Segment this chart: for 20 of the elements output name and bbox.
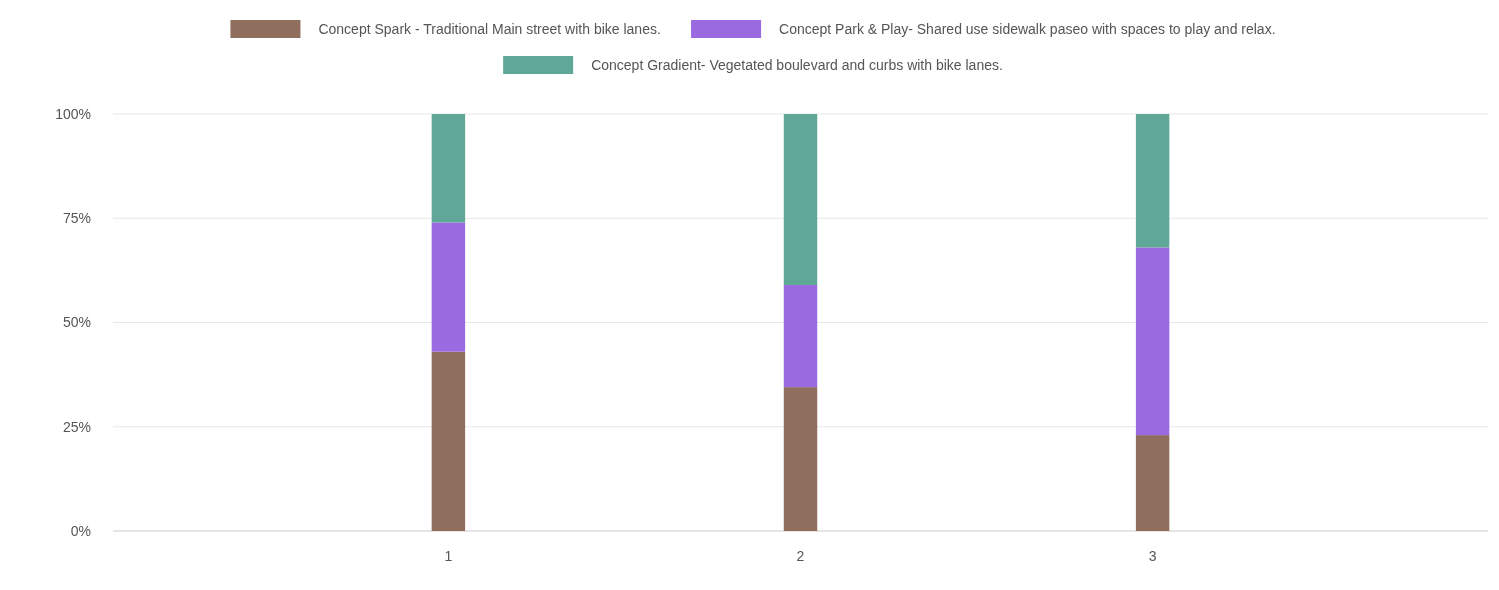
x-tick-label: 3 (1148, 548, 1157, 564)
y-tick-label: 50% (62, 314, 91, 331)
legend-label: Concept Spark - Traditional Main street with bike lanes. (318, 21, 661, 37)
legend-label: Concept Park & Play- Shared use sidewalk paseo with spaces to play and relax. (779, 21, 1276, 37)
y-tick-label: 0% (70, 522, 91, 539)
bar (1135, 247, 1170, 436)
y-tick-label: 100% (55, 105, 91, 122)
bar (1135, 114, 1170, 248)
bar (431, 114, 466, 223)
bar (1135, 435, 1170, 531)
x-tick-label: 2 (796, 548, 805, 564)
bar (783, 114, 818, 285)
bar (431, 351, 466, 531)
x-tick-label: 1 (444, 548, 453, 564)
y-tick-label: 75% (62, 210, 91, 227)
bar (783, 284, 818, 388)
legend-label: Concept Gradient- Vegetated boulevard and curbs with bike lanes. (591, 57, 1003, 73)
bar (431, 222, 466, 352)
bar (783, 387, 818, 531)
y-tick-label: 25% (62, 418, 91, 435)
